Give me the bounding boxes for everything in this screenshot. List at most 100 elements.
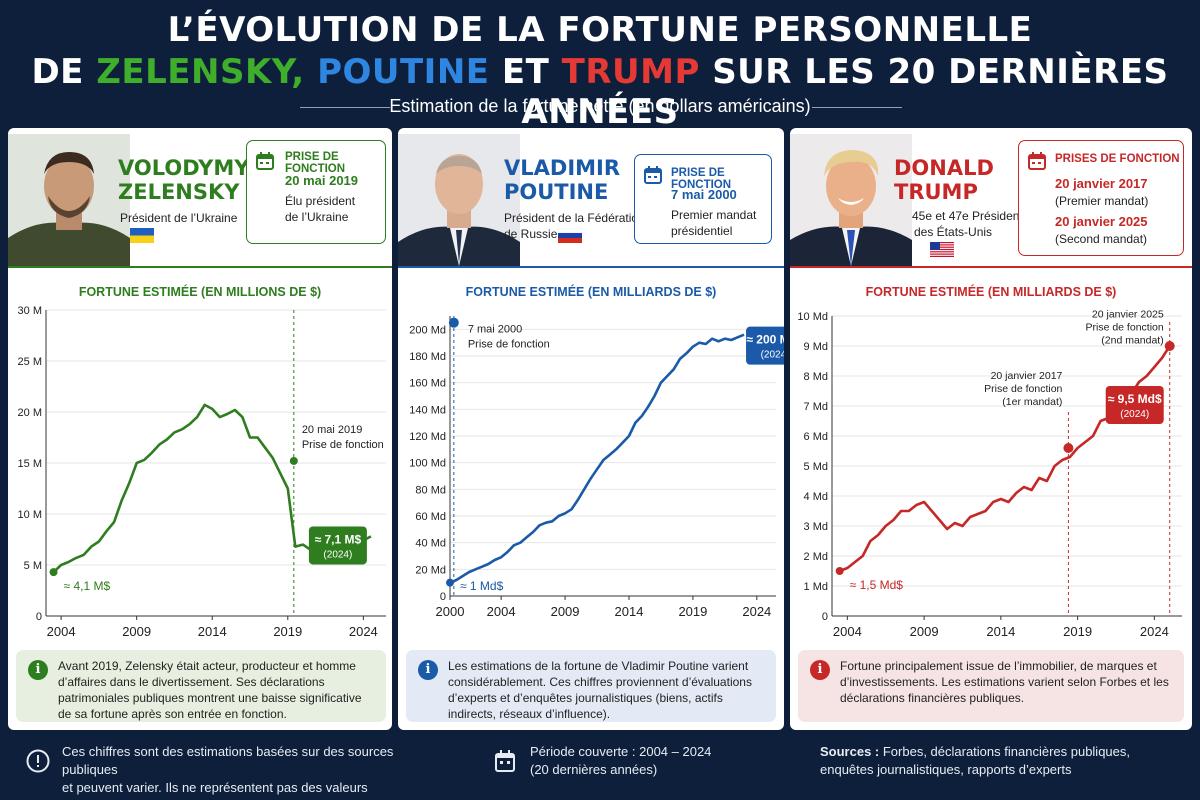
note-text: Fortune principalement issue de l’immobi… <box>840 659 1169 705</box>
start-value-label: ≈ 4,1 M$ <box>64 579 111 593</box>
x-tick-label: 2024 <box>349 624 378 639</box>
inauguration-annotation-label: Prise de fonction <box>468 339 550 351</box>
inauguration-text-2: (Second mandat) <box>1055 232 1148 246</box>
y-tick-label: 4 Md <box>804 491 828 503</box>
y-tick-label: 10 Md <box>797 311 828 323</box>
page-subtitle: Estimation de la fortune nette (en dolla… <box>389 96 811 116</box>
title-name-zelensky: ZELENSKY, <box>96 52 305 92</box>
poutine-portrait <box>398 134 520 266</box>
trump-portrait <box>790 134 912 266</box>
period-line1: Période couverte : 2004 – 2024 <box>530 744 712 759</box>
person-role-2: de Russie <box>504 227 558 241</box>
end-value-label: ≈ 200 Md$ <box>746 333 784 347</box>
person-first-name: DONALD <box>894 156 994 180</box>
chart-zelensky: 0 5 M 10 M 15 M 20 M 25 M 30 M 2004 2009 2014 2019… <box>18 305 386 639</box>
calendar-icon <box>256 152 274 170</box>
panel-poutine: VLADIMIR POUTINE Président de la Fédérat… <box>398 128 784 730</box>
chart-poutine: 0 20 Md 40 Md 60 Md 80 Md 100 Md 120 Md 140 Md 1… <box>409 316 784 619</box>
inauguration-date: 20 mai 2019 <box>285 173 359 188</box>
inauguration-text-2: présidentiel <box>671 224 733 238</box>
end-value-badge <box>1105 386 1164 424</box>
inauguration-text-1: Élu président <box>285 194 356 208</box>
title-name-trump: TRUMP <box>561 52 700 92</box>
end-year-label: (2024) <box>761 350 784 361</box>
person-role-1: Président de la Fédération <box>504 211 645 225</box>
start-point <box>49 568 58 577</box>
start-value-label: ≈ 1 Md$ <box>460 579 504 593</box>
x-tick-label: 2019 <box>1063 624 1092 639</box>
chart-title: FORTUNE ESTIMÉE (EN MILLIONS DE $) <box>78 285 322 299</box>
flag-russia-icon <box>558 228 582 243</box>
x-tick-label: 2009 <box>122 624 151 639</box>
x-tick-label: 2014 <box>615 604 644 619</box>
period: Période couverte : 2004 – 2024 (20 derni… <box>530 743 750 779</box>
subtitle-rule-right <box>812 107 902 108</box>
inauguration-box: PRISE DE FONCTION 7 mai 2000 Premier man… <box>634 154 772 244</box>
y-tick-label: 0 <box>36 611 42 623</box>
x-tick-label: 2024 <box>1140 624 1169 639</box>
title-suffix: SUR LES 20 DERNIÈRES ANNÉES <box>521 52 1169 132</box>
calendar-icon <box>644 166 662 184</box>
start-value-label: ≈ 1,5 Md$ <box>850 578 904 592</box>
panel-header: VLADIMIR POUTINE Président de la Fédérat… <box>398 128 784 268</box>
y-tick-label: 10 M <box>18 509 42 521</box>
x-tick-label: 2024 <box>742 604 771 619</box>
inauguration-heading: PRISE DE FONCTION <box>671 167 732 191</box>
calendar-icon <box>1028 152 1046 170</box>
note-text: Les estimations de la fortune de Vladimi… <box>448 659 752 721</box>
y-tick-label: 7 Md <box>804 401 828 413</box>
inauguration-annotation-date: 20 mai 2019 <box>302 424 363 436</box>
info-icon: i <box>810 660 830 680</box>
x-tick-label: 2009 <box>910 624 939 639</box>
start-point <box>835 567 844 575</box>
inauguration-point <box>448 317 459 328</box>
panel-trump: DONALD TRUMP 45e et 47e Président des Ét… <box>790 128 1192 730</box>
y-tick-label: 6 Md <box>804 431 828 443</box>
y-tick-label: 40 Md <box>415 538 446 550</box>
x-tick-label: 2019 <box>678 604 707 619</box>
y-tick-label: 0 <box>822 611 828 623</box>
x-tick-label: 2004 <box>487 604 516 619</box>
person-last-name: ZELENSKY <box>118 180 240 204</box>
y-tick-label: 2 Md <box>804 551 828 563</box>
panel-header: VOLODYMYR ZELENSKY Président de l’Ukrain… <box>8 128 392 268</box>
info-icon: i <box>418 660 438 680</box>
title-name-poutine: POUTINE <box>317 52 490 92</box>
inauguration-heading: PRISES DE FONCTION <box>1055 153 1180 165</box>
y-tick-label: 120 Md <box>409 431 446 443</box>
y-tick-label: 25 M <box>18 356 42 368</box>
inauguration-point <box>289 456 298 465</box>
sources-line2: enquêtes journalistiques, rapports d’exp… <box>820 762 1072 777</box>
inauguration-heading: PRISE DE FONCTION <box>285 151 346 175</box>
y-tick-label: 5 M <box>24 560 42 572</box>
inauguration-box: PRISES DE FONCTION 20 janvier 2017 (Prem… <box>1018 140 1184 256</box>
subtitle-rule-left <box>300 107 390 108</box>
note-box: i Avant 2019, Zelensky était acteur, pro… <box>16 650 386 722</box>
y-tick-label: 160 Md <box>409 378 446 390</box>
x-tick-label: 2009 <box>551 604 580 619</box>
x-tick-label: 2004 <box>833 624 862 639</box>
inauguration-text-2: de l’Ukraine <box>285 210 349 224</box>
title-and: ET <box>489 52 562 92</box>
inauguration-annotation-label: Prise de fonction <box>1086 322 1164 334</box>
end-value-label: ≈ 9,5 Md$ <box>1108 392 1162 406</box>
person-first-name: VLADIMIR <box>504 156 621 180</box>
person-last-name: POUTINE <box>504 180 609 204</box>
x-tick-label: 2000 <box>436 604 465 619</box>
x-tick-label: 2019 <box>273 624 302 639</box>
y-tick-label: 9 Md <box>804 341 828 353</box>
y-tick-label: 200 Md <box>409 324 446 336</box>
note-text: Avant 2019, Zelensky était acteur, produ… <box>58 659 362 721</box>
note-box: i Fortune principalement issue de l’immo… <box>798 650 1184 722</box>
inauguration-point-2 <box>1164 341 1175 351</box>
y-tick-label: 30 M <box>18 305 42 317</box>
x-tick-label: 2014 <box>198 624 227 639</box>
inauguration-annotation-term: (1er mandat) <box>1002 396 1062 408</box>
series-line <box>449 333 745 584</box>
info-icon: i <box>28 660 48 680</box>
inauguration-annotation-term: (2nd mandat) <box>1101 335 1163 347</box>
inauguration-annotation-date: 7 mai 2000 <box>468 324 522 336</box>
inauguration-annotation-label: Prise de fonction <box>302 439 384 451</box>
calendar-icon <box>495 750 515 772</box>
inauguration-text-1: (Premier mandat) <box>1055 194 1149 208</box>
